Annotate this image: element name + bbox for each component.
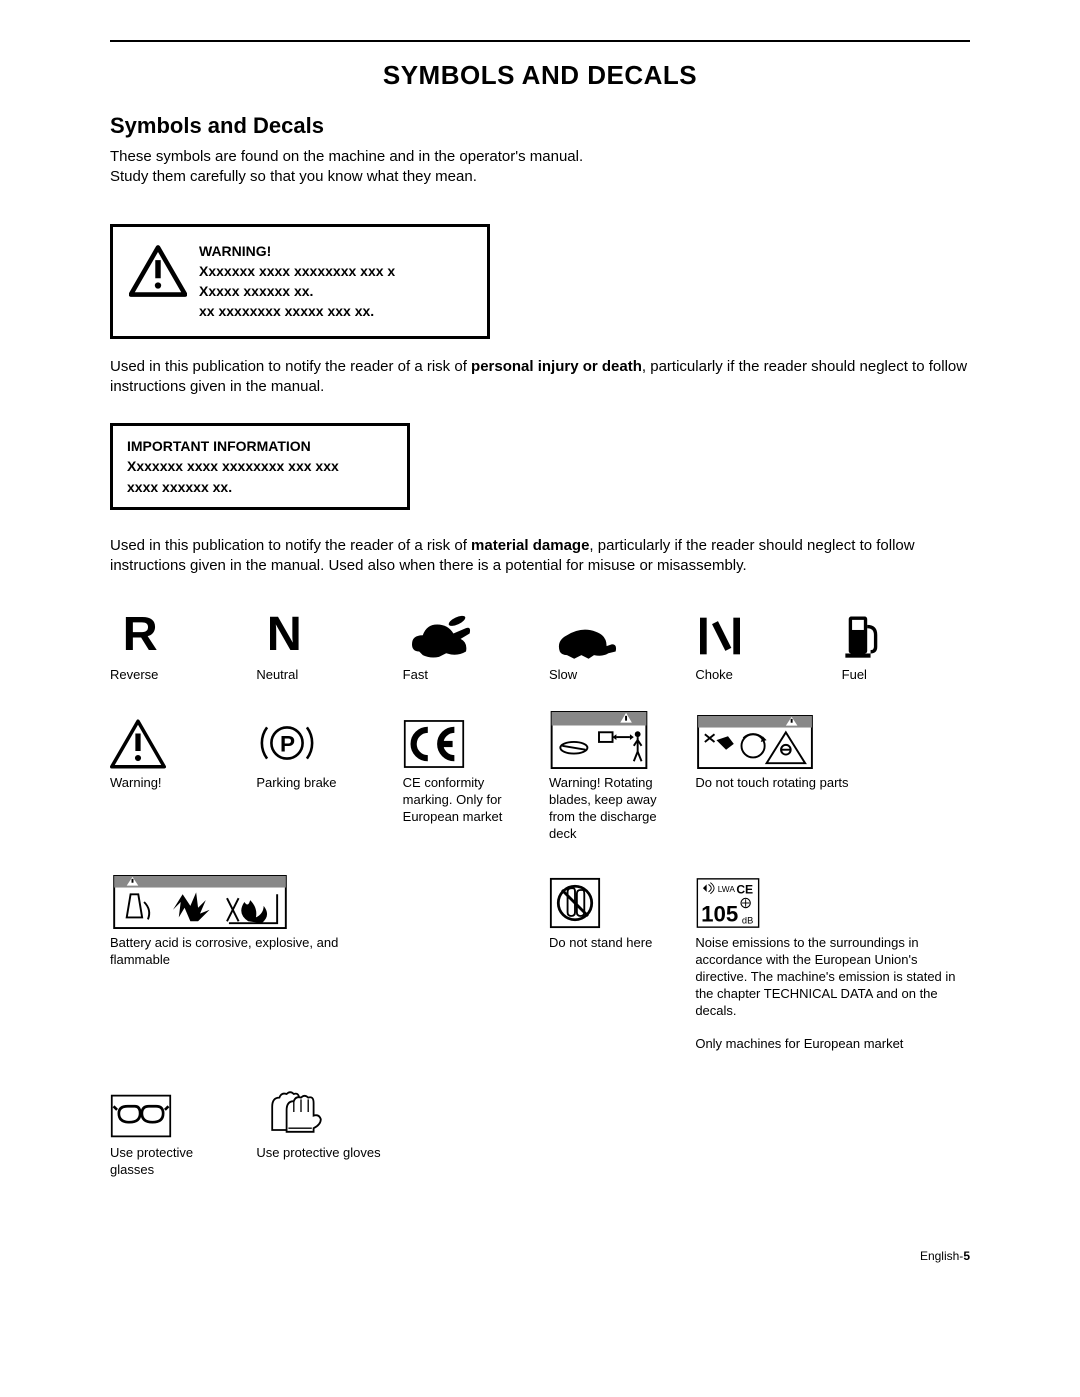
symbol-parking-brake: P Parking brake — [256, 711, 384, 843]
symbol-rotating-blades: Warning! Rotating blades, keep away from… — [549, 711, 677, 843]
symbol-slow: Slow — [549, 603, 677, 684]
noise-value: 105 — [701, 902, 738, 927]
warning-line-1: Xxxxxxx xxxx xxxxxxxx xxx x — [199, 261, 395, 281]
symbol-label: Parking brake — [256, 775, 384, 792]
intro-line-1: These symbols are found on the machine a… — [110, 148, 583, 165]
rotating-parts-icon — [695, 711, 970, 769]
symbol-label: Warning! Rotating blades, keep away from… — [549, 775, 677, 843]
symbol-warning: Warning! — [110, 711, 238, 843]
noise-label-2: Only machines for European market — [695, 1036, 903, 1051]
svg-text:R: R — [123, 607, 158, 661]
noise-emission-icon: LWA CE 105 dB — [695, 871, 970, 929]
symbol-label: Do not stand here — [549, 935, 677, 952]
warning-para-pre: Used in this publication to notify the r… — [110, 358, 471, 375]
symbol-battery-acid: Battery acid is corrosive, explosive, an… — [110, 871, 385, 1053]
symbol-no-stand: Do not stand here — [549, 871, 677, 1053]
symbol-label: Fast — [403, 667, 531, 684]
page-header: SYMBOLS AND DECALS — [110, 60, 970, 91]
warning-para-bold: personal injury or death — [471, 358, 642, 375]
symbols-grid: R Reverse N Neutral Fast Slow — [110, 603, 970, 1179]
info-box-text: IMPORTANT INFORMATION Xxxxxxx xxxx xxxxx… — [127, 436, 393, 497]
battery-hazard-icon — [110, 871, 385, 929]
symbol-label: CE conformity marking. Only for European… — [403, 775, 531, 826]
svg-text:LWA: LWA — [718, 884, 736, 894]
warning-box-text: WARNING! Xxxxxxx xxxx xxxxxxxx xxx x Xxx… — [199, 241, 395, 322]
symbol-fast: Fast — [403, 603, 531, 684]
intro-line-2: Study them carefully so that you know wh… — [110, 168, 477, 185]
intro-text: These symbols are found on the machine a… — [110, 147, 970, 188]
rotating-blades-icon — [549, 711, 677, 769]
footer-label: English- — [920, 1249, 963, 1263]
symbol-gloves: Use protective gloves — [256, 1081, 531, 1179]
info-line-2: xxxx xxxxxx xx. — [127, 477, 393, 497]
symbol-glasses: Use protective glasses — [110, 1081, 238, 1179]
footer-page-number: 5 — [963, 1249, 970, 1263]
choke-icon — [695, 603, 823, 661]
info-line-1: Xxxxxxx xxxx xxxxxxxx xxx xxx — [127, 456, 393, 476]
symbol-choke: Choke — [695, 603, 823, 684]
symbol-label: Fuel — [842, 667, 970, 684]
svg-text:P: P — [280, 732, 295, 757]
symbol-label: Slow — [549, 667, 677, 684]
symbol-label: Use protective gloves — [256, 1145, 531, 1162]
safety-glasses-icon — [110, 1081, 238, 1139]
info-para-bold: material damage — [471, 537, 589, 554]
symbol-ce: CE conformity marking. Only for European… — [403, 711, 531, 843]
symbol-neutral: N Neutral — [256, 603, 384, 684]
warning-box: WARNING! Xxxxxxx xxxx xxxxxxxx xxx x Xxx… — [110, 224, 490, 339]
symbol-label: Reverse — [110, 667, 238, 684]
symbol-label: Do not touch rotating parts — [695, 775, 970, 792]
symbol-noise: LWA CE 105 dB Noise emissions to the sur… — [695, 871, 970, 1053]
symbol-reverse: R Reverse — [110, 603, 238, 684]
page-footer: English-5 — [110, 1249, 970, 1263]
warning-title: WARNING! — [199, 241, 395, 261]
symbol-label: Warning! — [110, 775, 238, 792]
symbol-rotating-parts: Do not touch rotating parts — [695, 711, 970, 843]
fuel-pump-icon — [842, 603, 970, 661]
svg-text:CE: CE — [737, 883, 754, 897]
warning-icon — [110, 711, 238, 769]
reverse-icon: R — [110, 603, 238, 661]
safety-gloves-icon — [256, 1081, 531, 1139]
turtle-icon — [549, 603, 677, 661]
symbol-label: Choke — [695, 667, 823, 684]
warning-paragraph: Used in this publication to notify the r… — [110, 357, 970, 398]
info-title: IMPORTANT INFORMATION — [127, 436, 393, 456]
no-stand-icon — [549, 871, 677, 929]
symbol-label: Noise emissions to the surroundings in a… — [695, 935, 970, 1053]
rabbit-icon — [403, 603, 531, 661]
section-heading: Symbols and Decals — [110, 113, 970, 139]
warning-line-3: xx xxxxxxxx xxxxx xxx xx. — [199, 301, 395, 321]
symbol-label: Battery acid is corrosive, explosive, an… — [110, 935, 385, 969]
ce-mark-icon — [403, 711, 531, 769]
warning-line-2: Xxxxx xxxxxx xx. — [199, 281, 395, 301]
symbol-fuel: Fuel — [842, 603, 970, 684]
parking-brake-icon: P — [256, 711, 384, 769]
info-para-pre: Used in this publication to notify the r… — [110, 537, 471, 554]
info-paragraph: Used in this publication to notify the r… — [110, 536, 970, 577]
info-box: IMPORTANT INFORMATION Xxxxxxx xxxx xxxxx… — [110, 423, 410, 510]
noise-unit: dB — [742, 915, 753, 925]
neutral-icon: N — [256, 603, 384, 661]
symbol-label: Use protective glasses — [110, 1145, 238, 1179]
top-rule — [110, 40, 970, 42]
symbol-label: Neutral — [256, 667, 384, 684]
warning-triangle-icon — [129, 245, 187, 297]
noise-label-1: Noise emissions to the surroundings in a… — [695, 935, 955, 1018]
svg-text:N: N — [267, 607, 302, 661]
